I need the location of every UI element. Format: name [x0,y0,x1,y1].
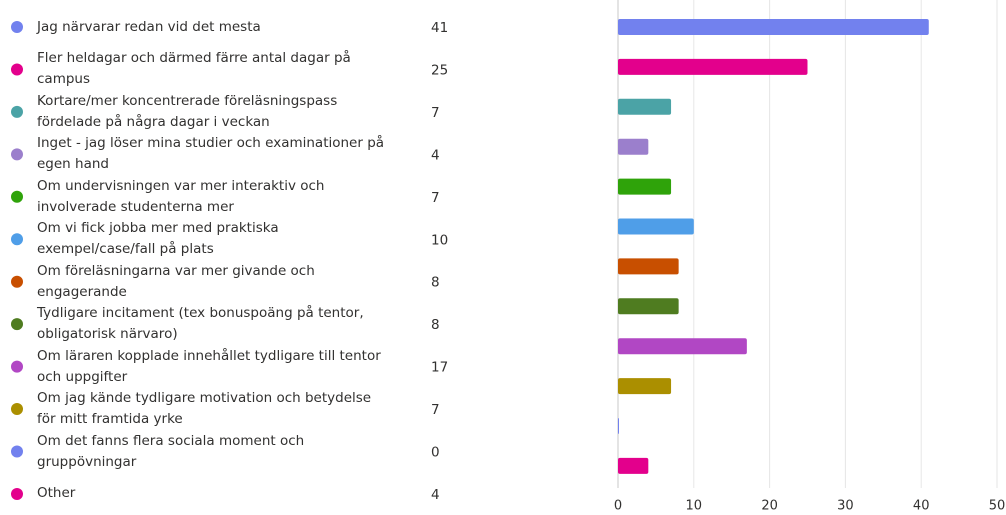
bar [618,218,694,235]
count-label: 8 [431,275,440,291]
legend-dot [11,190,23,203]
count-label: 10 [431,232,448,248]
legend-dot [11,275,23,288]
count-label: 17 [431,360,448,376]
legend-dot [11,487,23,500]
x-tick-label: 40 [913,499,930,514]
legend-label: Om jag kände tydligare motivation och be… [37,390,372,428]
legend-label: Om det fanns flera sociala moment och gr… [37,432,305,470]
x-tick-label: 10 [686,499,703,514]
bar [618,418,619,434]
count-label: 25 [431,62,448,78]
legend-label: Jag närvarar redan vid det mesta [37,18,261,35]
x-tick-label: 20 [761,499,778,514]
count-label: 0 [431,445,440,461]
count-label: 7 [431,105,440,121]
legend-dot [11,148,23,161]
x-tick-label: 50 [989,499,1006,514]
bar [618,258,679,275]
legend-dot [11,63,23,76]
count-label: 8 [431,317,440,333]
bar [618,378,672,395]
legend-dot [11,233,23,246]
legend-label: Om undervisningen var mer interaktiv och… [37,177,325,215]
legend-label: Om läraren kopplade innehållet tydligare… [37,347,381,385]
legend-dot [11,403,23,416]
legend-label: Tydligare incitament (tex bonuspoäng på … [37,305,364,343]
bar [618,298,679,315]
bar [618,338,747,355]
legend-label: Fler heldagar och därmed färre antal dag… [37,50,351,88]
bar [618,98,672,115]
legend-label: Inget - jag löser mina studier och exami… [37,135,385,173]
legend-dot [11,105,23,118]
bar [618,138,649,155]
x-tick-label: 30 [837,499,854,514]
legend-label: Om föreläsningarna var mer givande och e… [37,262,315,300]
count-label: 7 [431,190,440,206]
bar [618,19,929,35]
bar [618,178,672,195]
legend-dot [11,21,23,33]
legend-label: Om vi fick jobba mer med praktiska exemp… [37,220,279,258]
legend-label: Kortare/mer koncentrerade föreläsningspa… [37,92,338,130]
legend-dot [11,445,23,458]
count-label: 41 [431,20,448,36]
bar [618,457,649,474]
legend-dot [11,360,23,373]
legend-dot [11,318,23,331]
x-tick-label: 0 [614,499,622,514]
count-label: 7 [431,402,440,418]
bar [618,58,808,75]
legend-label: Other [37,485,76,502]
count-label: 4 [431,147,440,163]
count-label: 4 [431,487,440,503]
